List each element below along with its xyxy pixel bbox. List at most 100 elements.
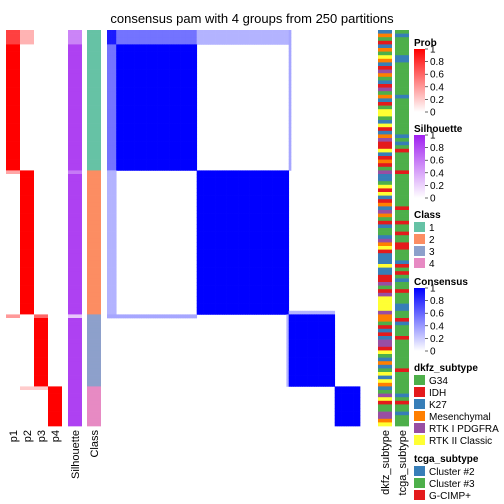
consensus-cell bbox=[284, 285, 287, 290]
consensus-cell bbox=[210, 246, 214, 250]
dkfz-subtype-column-cell bbox=[378, 253, 392, 258]
consensus-cell bbox=[318, 332, 322, 337]
consensus-cell bbox=[123, 66, 126, 70]
consensus-cell bbox=[205, 303, 209, 308]
consensus-cell bbox=[281, 300, 285, 304]
consensus-cell bbox=[143, 33, 147, 38]
consensus-cell bbox=[180, 127, 184, 132]
consensus-cell bbox=[166, 91, 170, 96]
consensus-cell bbox=[245, 267, 248, 272]
consensus-cell bbox=[302, 364, 306, 369]
consensus-cell bbox=[118, 138, 122, 142]
consensus-cell bbox=[212, 253, 216, 258]
prob-column-p2-cell bbox=[20, 386, 34, 391]
prob-column-p1-cell bbox=[6, 411, 20, 416]
prob-column-p2-cell bbox=[20, 408, 34, 412]
consensus-cell bbox=[341, 393, 345, 398]
consensus-cell bbox=[339, 411, 342, 416]
consensus-cell bbox=[139, 51, 142, 56]
label-tcga-subtype: tcga_subtype bbox=[397, 430, 409, 495]
consensus-cell bbox=[316, 368, 319, 373]
consensus-cell bbox=[265, 256, 269, 261]
consensus-cell bbox=[346, 386, 349, 391]
consensus-cell bbox=[171, 166, 175, 171]
prob-column-p3-cell bbox=[34, 361, 48, 366]
consensus-cell bbox=[120, 44, 124, 49]
consensus-cell bbox=[109, 87, 112, 92]
consensus-cell bbox=[251, 238, 255, 243]
consensus-cell bbox=[233, 195, 237, 200]
consensus-cell bbox=[130, 44, 133, 49]
consensus-cell bbox=[187, 98, 191, 103]
consensus-cell bbox=[111, 76, 115, 81]
consensus-cell bbox=[130, 30, 133, 34]
prob-column-p3-cell bbox=[34, 238, 48, 243]
consensus-cell bbox=[132, 62, 135, 67]
consensus-cell bbox=[192, 112, 195, 117]
consensus-cell bbox=[302, 325, 306, 330]
consensus-cell bbox=[245, 195, 248, 200]
consensus-cell bbox=[210, 238, 214, 243]
consensus-cell bbox=[159, 30, 163, 34]
consensus-cell bbox=[194, 98, 198, 103]
consensus-cell bbox=[176, 48, 179, 52]
consensus-cell bbox=[270, 264, 273, 268]
consensus-cell bbox=[247, 256, 250, 261]
consensus-cell bbox=[139, 109, 142, 114]
consensus-cell bbox=[107, 202, 110, 207]
consensus-cell bbox=[194, 105, 198, 110]
consensus-cell bbox=[231, 282, 234, 286]
consensus-cell bbox=[233, 264, 237, 268]
consensus-cell bbox=[341, 400, 345, 405]
consensus-cell bbox=[146, 166, 149, 171]
consensus-cell bbox=[212, 210, 216, 214]
consensus-cell bbox=[288, 44, 292, 49]
consensus-cell bbox=[109, 58, 112, 63]
prob-column-p2-cell bbox=[20, 166, 34, 171]
consensus-cell bbox=[288, 69, 292, 74]
consensus-cell bbox=[148, 30, 152, 34]
consensus-cell bbox=[139, 55, 142, 60]
consensus-cell bbox=[107, 282, 110, 286]
consensus-cell bbox=[159, 314, 163, 319]
class-column-cell bbox=[87, 112, 101, 117]
consensus-cell bbox=[194, 51, 198, 56]
consensus-cell bbox=[153, 55, 156, 60]
silhouette-column-cell bbox=[68, 310, 82, 315]
consensus-cell bbox=[302, 314, 306, 319]
consensus-cell bbox=[235, 260, 239, 265]
prob-column-p2-cell bbox=[20, 116, 34, 121]
consensus-cell bbox=[217, 174, 221, 178]
dkfz-subtype-column-cell bbox=[378, 386, 392, 391]
consensus-cell bbox=[268, 238, 271, 243]
consensus-cell bbox=[215, 282, 218, 286]
consensus-cell bbox=[272, 300, 276, 304]
consensus-cell bbox=[166, 73, 170, 78]
silhouette-column-cell bbox=[68, 58, 82, 63]
consensus-cell bbox=[238, 220, 241, 225]
consensus-cell bbox=[143, 163, 147, 168]
consensus-cell bbox=[263, 188, 267, 193]
consensus-cell bbox=[265, 249, 269, 254]
consensus-cell bbox=[171, 314, 175, 319]
consensus-cell bbox=[261, 220, 264, 225]
consensus-cell bbox=[279, 33, 283, 38]
prob-column-p3-cell bbox=[34, 123, 48, 128]
consensus-cell bbox=[307, 346, 310, 351]
consensus-cell bbox=[157, 112, 161, 117]
prob-column-p1-cell bbox=[6, 62, 20, 67]
prob-column-p1-cell bbox=[6, 66, 20, 70]
consensus-cell bbox=[143, 48, 147, 52]
consensus-cell bbox=[199, 213, 202, 218]
consensus-cell bbox=[205, 206, 209, 211]
consensus-cell bbox=[263, 296, 267, 301]
consensus-cell bbox=[325, 314, 329, 319]
consensus-cell bbox=[169, 141, 172, 146]
consensus-cell bbox=[330, 361, 333, 366]
consensus-cell bbox=[238, 224, 241, 229]
consensus-cell bbox=[192, 163, 195, 168]
consensus-cell bbox=[268, 303, 271, 308]
consensus-cell bbox=[307, 354, 310, 358]
prob-column-p2-cell bbox=[20, 148, 34, 153]
consensus-cell bbox=[261, 238, 264, 243]
